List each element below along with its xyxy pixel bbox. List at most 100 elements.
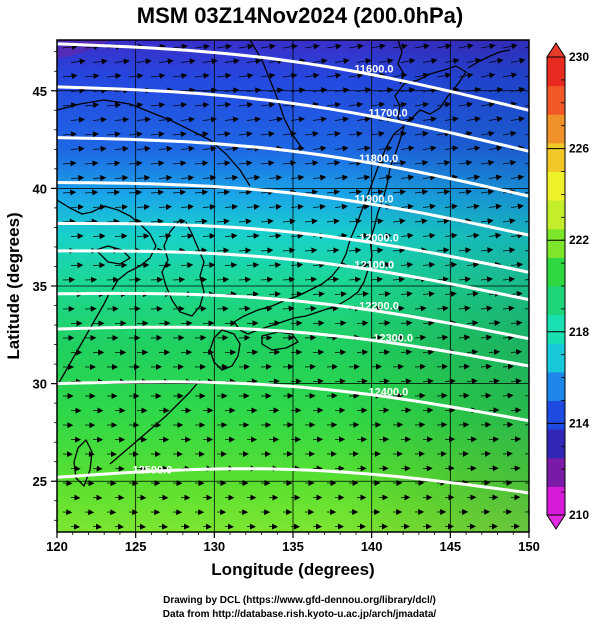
wind-arrow xyxy=(194,43,210,50)
wind-arrow xyxy=(238,305,251,312)
x-tick-label: 145 xyxy=(439,539,461,554)
wind-arrow xyxy=(334,320,347,327)
wind-arrow xyxy=(356,291,369,298)
colorbar-label: 218 xyxy=(569,325,589,339)
wind-arrow xyxy=(290,87,306,94)
wind-arrow xyxy=(436,392,448,399)
colorbar-segment xyxy=(547,114,565,144)
wind-arrow xyxy=(312,87,328,94)
wind-arrow xyxy=(106,276,120,283)
wind-arrow xyxy=(422,290,435,297)
wind-arrow xyxy=(282,247,296,254)
wind-arrow xyxy=(356,116,371,123)
wind-arrow xyxy=(400,261,414,268)
wind-arrow xyxy=(466,116,481,123)
wind-arrow xyxy=(224,58,240,65)
wind-arrow xyxy=(326,218,340,225)
wind-arrow xyxy=(216,101,232,108)
wind-arrow xyxy=(370,276,383,283)
wind-arrow xyxy=(466,174,481,181)
wind-arrow xyxy=(84,189,99,196)
wind-arrow xyxy=(246,174,261,181)
y-tick-label: 35 xyxy=(33,279,47,294)
wind-arrow xyxy=(466,349,479,356)
wind-arrow xyxy=(334,116,349,123)
wind-arrow xyxy=(400,232,414,239)
wind-arrow xyxy=(392,160,407,166)
wind-arrow xyxy=(216,218,230,225)
wind-arrow xyxy=(458,305,471,312)
wind-arrow xyxy=(84,160,99,167)
colorbar-label: 210 xyxy=(569,508,589,522)
wind-arrow xyxy=(194,102,210,108)
wind-arrow xyxy=(488,203,502,210)
wind-arrow xyxy=(150,189,165,196)
wind-arrow xyxy=(304,43,320,50)
wind-arrow xyxy=(216,189,231,196)
wind-arrow xyxy=(414,334,427,341)
wind-arrow xyxy=(202,116,217,123)
wind-arrow xyxy=(414,43,430,50)
wind-arrow xyxy=(392,305,405,312)
wind-arrow xyxy=(422,349,435,356)
wind-arrow xyxy=(458,421,470,428)
wind-arrow xyxy=(510,319,523,326)
wind-arrow xyxy=(180,116,195,123)
wind-arrow xyxy=(172,72,188,79)
wind-arrow xyxy=(356,378,368,385)
wind-arrow xyxy=(458,247,472,254)
wind-arrow xyxy=(180,145,195,152)
wind-arrow xyxy=(436,189,451,196)
contour-line xyxy=(57,249,529,302)
wind-arrow xyxy=(378,261,392,268)
wind-arrow xyxy=(370,247,384,254)
wind-arrow xyxy=(524,46,529,49)
wind-arrow xyxy=(510,436,522,443)
wind-arrow xyxy=(268,174,283,181)
wind-arrow xyxy=(62,189,77,196)
wind-arrow xyxy=(282,334,295,341)
wind-arrow xyxy=(356,261,370,268)
wind-arrow xyxy=(282,276,296,283)
colorbar-segment xyxy=(547,257,565,287)
colorbar-min-arrow xyxy=(546,514,566,530)
wind-arrow xyxy=(510,232,524,239)
contour-line xyxy=(57,325,529,368)
wind-arrow xyxy=(414,189,429,196)
wind-arrow xyxy=(282,43,298,50)
wind-arrow xyxy=(510,116,525,123)
contour-line xyxy=(57,85,529,153)
wind-arrow xyxy=(290,232,304,239)
wind-arrow xyxy=(488,319,501,326)
y-tick-label: 40 xyxy=(33,181,47,196)
wind-arrow xyxy=(114,262,128,269)
wind-arrow xyxy=(326,363,338,370)
wind-arrow xyxy=(436,218,450,225)
wind-arrow xyxy=(480,130,495,137)
wind-arrow xyxy=(378,320,391,327)
wind-arrow xyxy=(136,58,152,65)
colorbar-max-arrow xyxy=(546,42,566,58)
wind-arrow xyxy=(466,290,479,297)
wind-arrow xyxy=(172,276,186,283)
wind-arrow xyxy=(246,203,260,210)
wind-arrow xyxy=(150,160,165,167)
wind-arrow xyxy=(62,160,77,167)
colorbar-segment xyxy=(547,171,565,201)
wind-arrow xyxy=(524,450,529,457)
wind-arrow xyxy=(290,116,305,123)
wind-arrow xyxy=(458,189,473,195)
height-contours: 11600.0 11700.0 11800.0 11900.0 12000.0 12100… xyxy=(57,42,529,495)
wind-arrow xyxy=(260,160,275,167)
wind-arrow xyxy=(444,232,458,239)
wind-arrow xyxy=(70,87,86,94)
wind-arrow xyxy=(480,363,492,370)
wind-arrow xyxy=(136,116,151,123)
colorbar: 210 214 218 222 226 230 xyxy=(546,42,589,530)
wind-arrow xyxy=(334,349,347,356)
wind-arrow xyxy=(312,116,327,123)
wind-arrow xyxy=(422,378,434,385)
wind-arrow xyxy=(444,378,456,385)
wind-arrow xyxy=(466,87,482,93)
